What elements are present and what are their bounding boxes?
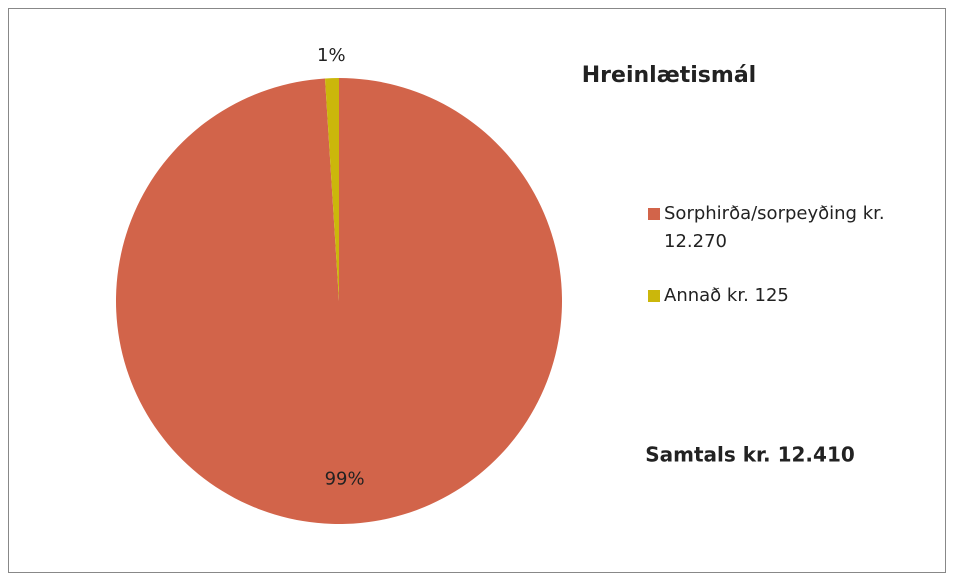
data-label: 1% xyxy=(317,45,346,66)
legend-entry: Sorphirða/sorpeyðing kr. 12.270 xyxy=(648,200,889,256)
data-label: 99% xyxy=(325,468,365,489)
chart-border xyxy=(8,8,946,573)
chart-title: Hreinlætismál xyxy=(582,63,756,88)
legend-entry: Annað kr. 125 xyxy=(648,282,889,310)
legend-label: Annað kr. 125 xyxy=(664,285,789,306)
pie-slice xyxy=(324,78,339,301)
legend-label: Sorphirða/sorpeyðing kr. 12.270 xyxy=(664,203,885,252)
legend-swatch xyxy=(648,290,660,302)
annotation: Samtals kr. 12.410 xyxy=(645,443,855,467)
pie-slice xyxy=(116,78,563,524)
legend-swatch xyxy=(648,208,660,220)
